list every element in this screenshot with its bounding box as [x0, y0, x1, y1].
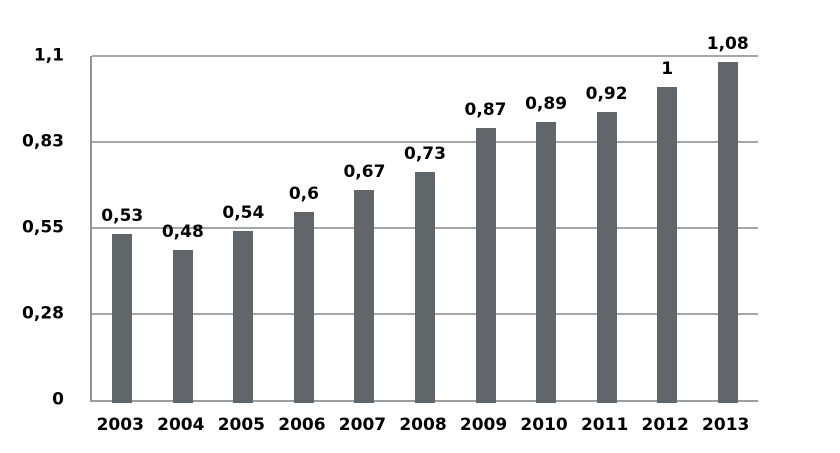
bar-2010 [536, 121, 557, 403]
x-tick-label: 2007 [338, 415, 387, 435]
y-tick-label: 1,1 [33, 45, 64, 66]
x-tick-label: 2006 [278, 415, 326, 435]
y-tick-label: 0 [52, 389, 64, 410]
plot-area: 0,53 0,48 0,54 0,6 0,67 0,73 0,87 0,89 0,92 1 1,08 [90, 36, 758, 403]
bar-value-label: 0,73 [404, 143, 446, 164]
bar-value-label: 0,54 [222, 203, 265, 224]
bar-2008 [415, 171, 435, 403]
bar-2004 [172, 249, 193, 403]
bar-2006 [293, 212, 314, 403]
x-tick-label: 2003 [96, 415, 144, 435]
y-tick-label: 0,55 [22, 217, 64, 238]
x-axis: 2003 2004 2005 2006 2007 2008 2009 2010 2011 2012… [90, 413, 756, 437]
bar-2012 [657, 87, 678, 403]
bar-2013 [717, 62, 738, 403]
bar-value-label: 0,53 [101, 206, 144, 227]
x-tick-label: 2012 [641, 415, 689, 435]
y-tick-label: 0,83 [22, 131, 64, 152]
x-tick-label: 2004 [157, 415, 205, 435]
bar-value-label: 0,6 [288, 184, 319, 205]
bar-value-label: 1 [661, 59, 674, 80]
y-axis: 0 0,28 0,55 0,83 1,1 [0, 47, 64, 408]
bar-value-label: 1,08 [706, 34, 749, 55]
x-tick-label: 2010 [520, 415, 568, 435]
bar-2007 [354, 190, 375, 403]
y-tick-label: 0,28 [22, 303, 64, 324]
x-tick-label: 2013 [702, 415, 750, 435]
gridline [92, 141, 758, 143]
bar-value-label: 0,89 [525, 93, 568, 114]
bar-2009 [475, 127, 496, 403]
x-tick-label: 2008 [399, 415, 447, 435]
bar-2005 [233, 231, 254, 403]
x-tick-label: 2005 [217, 415, 266, 435]
gridline [92, 55, 758, 57]
bar-2011 [596, 112, 617, 403]
bar-value-label: 0,67 [343, 162, 386, 183]
x-tick-label: 2011 [580, 415, 629, 435]
bar-value-label: 0,87 [464, 99, 507, 120]
bar-value-label: 0,92 [585, 84, 628, 105]
bar-value-label: 0,48 [161, 221, 204, 242]
x-tick-label: 2009 [459, 415, 508, 435]
bar-2003 [112, 234, 133, 403]
